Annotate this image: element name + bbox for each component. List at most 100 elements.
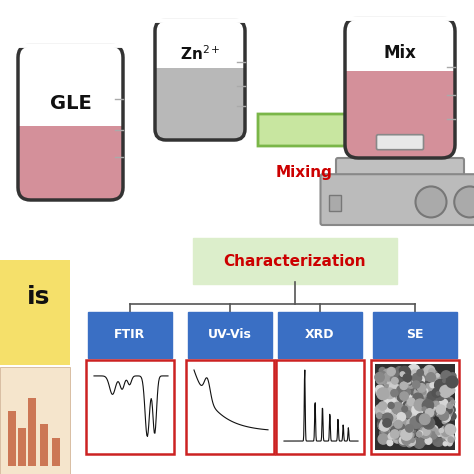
Circle shape <box>416 396 422 403</box>
Circle shape <box>410 414 420 423</box>
Circle shape <box>399 435 410 446</box>
Circle shape <box>438 410 443 416</box>
Circle shape <box>376 413 382 419</box>
Circle shape <box>417 383 426 392</box>
Circle shape <box>376 406 388 418</box>
Circle shape <box>432 374 443 385</box>
Circle shape <box>406 367 414 375</box>
Circle shape <box>378 419 388 429</box>
Circle shape <box>424 365 435 376</box>
Circle shape <box>412 424 418 429</box>
Circle shape <box>379 367 385 374</box>
Circle shape <box>443 399 453 409</box>
Circle shape <box>408 394 417 403</box>
Text: Zn$^{2+}$: Zn$^{2+}$ <box>180 44 220 63</box>
Circle shape <box>375 373 384 382</box>
Circle shape <box>444 400 448 404</box>
Circle shape <box>443 382 450 389</box>
Circle shape <box>425 426 437 438</box>
Circle shape <box>436 392 445 400</box>
Circle shape <box>383 369 392 379</box>
Circle shape <box>446 425 450 429</box>
Circle shape <box>400 382 408 390</box>
Circle shape <box>422 412 428 419</box>
Circle shape <box>446 426 454 433</box>
Circle shape <box>401 429 412 440</box>
Circle shape <box>400 427 409 436</box>
Circle shape <box>423 374 432 383</box>
Circle shape <box>381 424 388 431</box>
Circle shape <box>429 370 438 379</box>
FancyBboxPatch shape <box>336 158 464 178</box>
Circle shape <box>431 398 437 404</box>
Circle shape <box>388 381 394 387</box>
Circle shape <box>406 441 412 447</box>
Circle shape <box>440 428 451 438</box>
Circle shape <box>375 385 384 393</box>
Circle shape <box>405 375 412 383</box>
Circle shape <box>437 432 442 437</box>
FancyBboxPatch shape <box>186 360 274 454</box>
Circle shape <box>379 372 386 378</box>
FancyBboxPatch shape <box>188 312 272 358</box>
Circle shape <box>438 433 442 437</box>
Circle shape <box>422 427 430 435</box>
Circle shape <box>447 429 450 432</box>
Circle shape <box>393 403 397 407</box>
Circle shape <box>445 429 453 437</box>
Circle shape <box>419 432 423 437</box>
Circle shape <box>381 429 384 433</box>
Circle shape <box>402 375 412 384</box>
Circle shape <box>399 432 406 440</box>
Circle shape <box>388 433 394 439</box>
Circle shape <box>442 419 447 424</box>
Circle shape <box>442 411 448 417</box>
Circle shape <box>413 427 420 434</box>
Circle shape <box>408 427 413 432</box>
Circle shape <box>426 426 429 429</box>
Circle shape <box>448 437 454 442</box>
Circle shape <box>424 402 434 412</box>
Circle shape <box>436 429 441 435</box>
Circle shape <box>448 412 456 420</box>
FancyBboxPatch shape <box>373 312 457 358</box>
Circle shape <box>380 429 388 438</box>
Circle shape <box>411 370 417 376</box>
FancyBboxPatch shape <box>371 360 459 454</box>
Circle shape <box>417 429 421 433</box>
Circle shape <box>378 377 383 383</box>
Circle shape <box>376 388 385 396</box>
Circle shape <box>408 420 413 426</box>
Circle shape <box>400 392 409 401</box>
Circle shape <box>421 438 426 443</box>
Bar <box>28 398 36 466</box>
Circle shape <box>425 438 432 444</box>
Circle shape <box>424 386 431 392</box>
Circle shape <box>442 376 450 384</box>
Circle shape <box>408 381 412 385</box>
Circle shape <box>409 437 417 445</box>
Circle shape <box>426 409 434 417</box>
Circle shape <box>423 423 435 435</box>
Circle shape <box>417 369 423 376</box>
Circle shape <box>403 374 411 382</box>
Circle shape <box>382 416 392 426</box>
Circle shape <box>423 417 433 427</box>
Circle shape <box>388 417 392 420</box>
Circle shape <box>410 438 414 443</box>
Circle shape <box>409 436 413 440</box>
Circle shape <box>384 395 395 406</box>
Circle shape <box>408 438 415 446</box>
Circle shape <box>420 397 429 406</box>
Circle shape <box>389 368 399 377</box>
Circle shape <box>407 398 415 406</box>
Circle shape <box>440 381 452 392</box>
Circle shape <box>399 378 410 390</box>
Circle shape <box>407 410 415 417</box>
Circle shape <box>402 435 411 445</box>
Circle shape <box>447 403 453 409</box>
Text: Characterization: Characterization <box>224 254 366 268</box>
Circle shape <box>397 389 401 392</box>
Circle shape <box>385 384 388 388</box>
Circle shape <box>446 434 454 442</box>
